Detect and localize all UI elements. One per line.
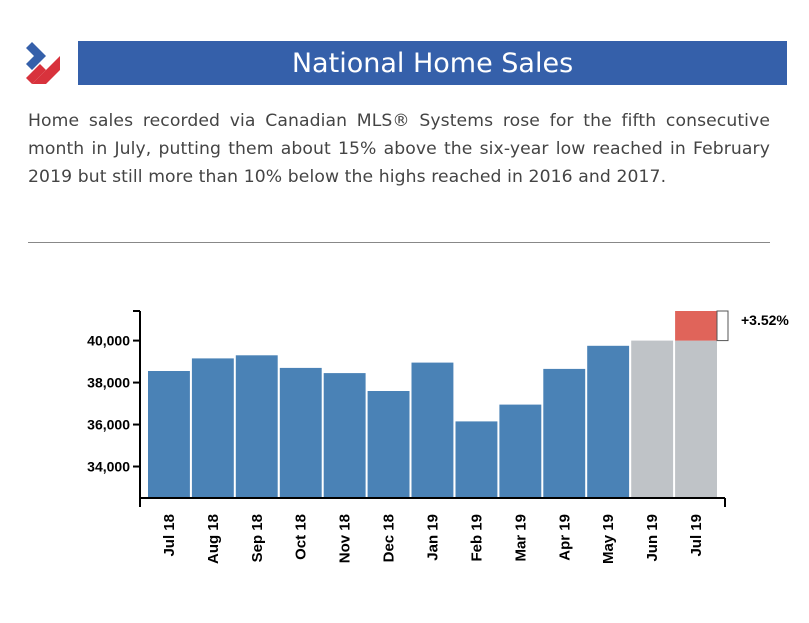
x-tick-label: Apr 19 <box>556 514 573 561</box>
bar <box>631 340 674 498</box>
x-tick-label: Jan 19 <box>425 514 442 561</box>
x-tick-label: Mar 19 <box>512 514 529 562</box>
bar <box>367 391 410 498</box>
x-tick-label: Sep 18 <box>249 514 266 562</box>
y-tick-label: 38,000 <box>87 375 130 391</box>
increase-bar <box>675 311 717 341</box>
x-tick-label: Oct 18 <box>293 514 310 560</box>
description-text: Home sales recorded via Canadian MLS® Sy… <box>28 111 770 187</box>
y-tick-label: 36,000 <box>87 417 130 433</box>
bar <box>191 358 234 498</box>
bar <box>587 345 630 498</box>
bar <box>148 371 190 498</box>
x-tick-label: Jul 19 <box>688 514 705 557</box>
title-bar: National Home Sales <box>78 41 787 85</box>
increase-label: +3.52% <box>741 312 789 328</box>
page-title: National Home Sales <box>291 47 574 79</box>
bar <box>411 362 454 498</box>
x-tick-label: Dec 18 <box>381 514 398 562</box>
bar <box>279 367 322 498</box>
x-tick-label: Feb 19 <box>468 514 485 562</box>
x-tick-label: Jun 19 <box>644 514 661 562</box>
x-tick-label: Nov 18 <box>337 514 354 563</box>
bar <box>235 355 278 498</box>
x-tick-label: May 19 <box>600 514 617 564</box>
divider <box>28 242 770 243</box>
x-tick-label: Aug 18 <box>205 514 222 564</box>
bar <box>675 340 717 498</box>
bar <box>455 421 498 498</box>
increase-bracket <box>716 310 729 342</box>
bar <box>499 404 542 498</box>
bar <box>323 373 366 498</box>
y-tick-label: 40,000 <box>87 333 130 349</box>
logo-icon <box>26 42 60 84</box>
x-tick-label: Jul 18 <box>161 514 178 557</box>
y-tick-label: 34,000 <box>87 459 130 475</box>
bar <box>543 368 586 498</box>
